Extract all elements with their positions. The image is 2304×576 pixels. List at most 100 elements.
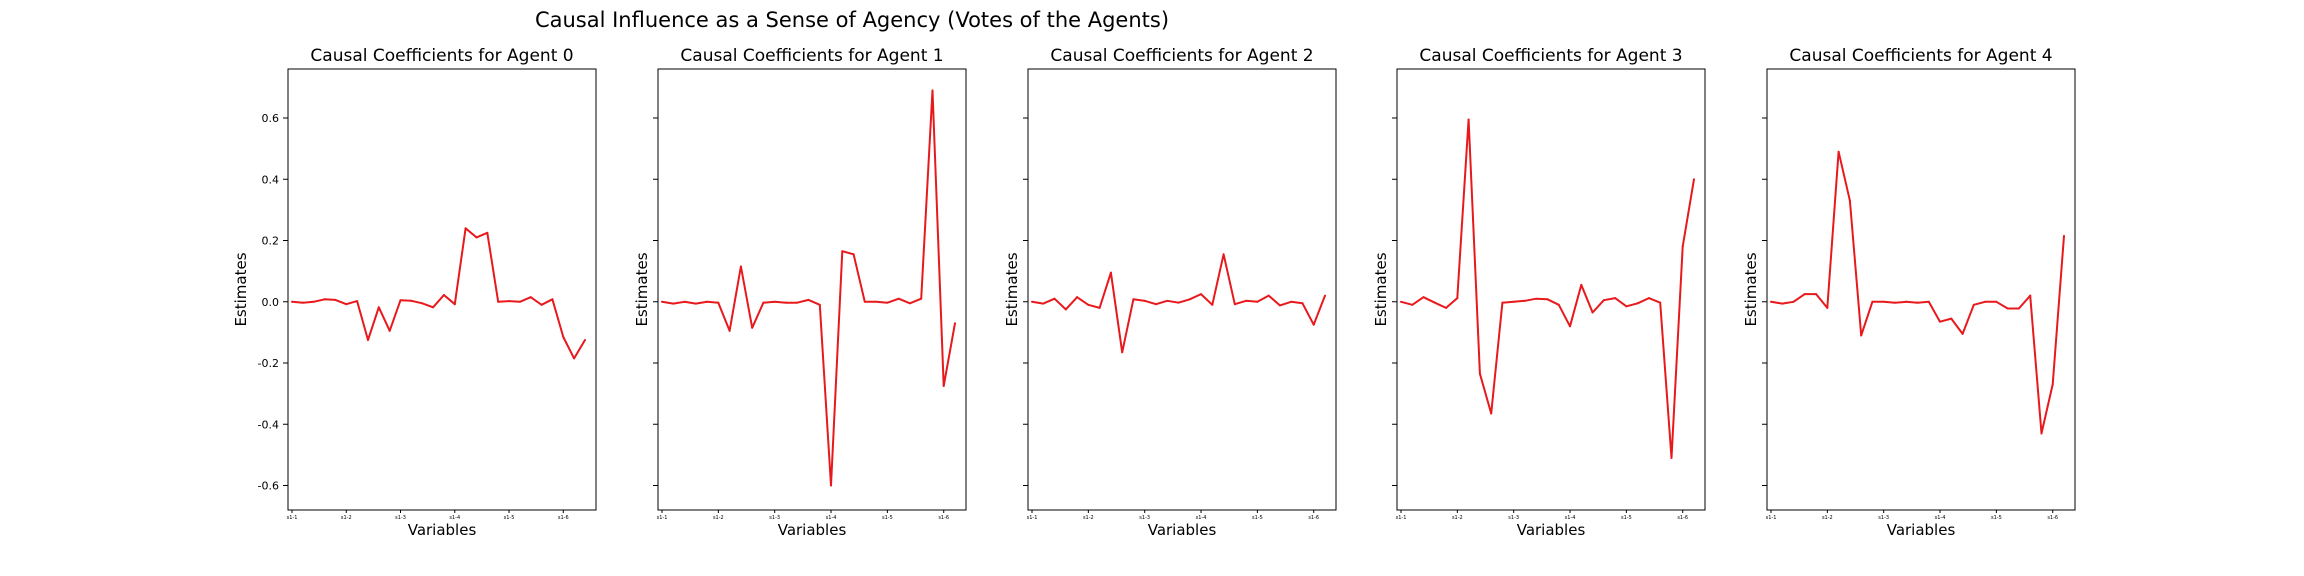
data-point [301, 301, 304, 304]
data-point [1781, 302, 1784, 305]
data-point [886, 301, 889, 304]
data-point [1602, 299, 1605, 302]
chart-panel-agent-2: Causal Coefficients for Agent 2 s1-1 s1-2 s… [1003, 46, 1337, 539]
y-tick-label: -0.4 [258, 418, 279, 431]
x-tick-label: s1-3 [395, 515, 406, 521]
data-point [717, 301, 720, 304]
data-point [830, 484, 833, 487]
data-point [841, 250, 844, 253]
data-point [1166, 299, 1169, 302]
data-point [694, 302, 697, 305]
data-point [706, 300, 709, 303]
data-point [1478, 372, 1481, 375]
x-tick-label: s1-3 [1508, 515, 1519, 521]
x-tick-label: s1-1 [657, 515, 668, 521]
x-tick-label: s1-2 [341, 515, 352, 521]
data-point [1569, 325, 1572, 328]
data-point [773, 300, 776, 303]
x-tick-label: s1-4 [1196, 515, 1207, 521]
data-point [1200, 293, 1203, 296]
x-tick-label: s1-5 [1621, 515, 1632, 521]
data-point [1211, 303, 1214, 306]
data-point [1490, 412, 1493, 415]
y-axis-label: Estimates [633, 252, 651, 326]
data-point [1893, 301, 1896, 304]
data-point [377, 306, 380, 309]
data-point [1647, 297, 1650, 300]
data-point [807, 298, 810, 301]
data-point [1512, 300, 1515, 303]
data-point [464, 227, 467, 230]
x-tick-label: s1-2 [1822, 515, 1833, 521]
x-tick-label: s1-1 [1027, 515, 1038, 521]
data-point [366, 339, 369, 342]
x-tick-label: s1-4 [1565, 515, 1576, 521]
data-point [1087, 303, 1090, 306]
data-point [1591, 311, 1594, 314]
data-point [1433, 301, 1436, 304]
data-point [954, 322, 956, 325]
data-point [762, 301, 765, 304]
data-point [1053, 297, 1056, 300]
data-point [518, 300, 521, 303]
y-tick-label: 0.0 [262, 296, 280, 309]
data-point [1501, 301, 1504, 304]
x-tick-label: s1-5 [882, 515, 893, 521]
data-point [1803, 293, 1806, 296]
data-point [661, 300, 663, 303]
data-point [1557, 303, 1560, 306]
data-point [1233, 303, 1236, 306]
data-point [875, 300, 878, 303]
data-point [1837, 150, 1840, 153]
panel-title: Causal Coefficients for Agent 2 [1050, 46, 1313, 66]
data-point [931, 89, 934, 92]
data-point [334, 298, 337, 301]
data-point [1625, 305, 1628, 308]
chart-panel-agent-1: Causal Coefficients for Agent 1 s1-1 s1-2 s… [633, 46, 967, 539]
data-point [497, 300, 500, 303]
data-point [1278, 304, 1281, 307]
x-axis-label: Variables [1148, 521, 1217, 539]
y-axis-label: Estimates [1003, 252, 1021, 326]
data-point [1523, 299, 1526, 302]
plot-frame [1396, 68, 1706, 511]
data-point [1076, 296, 1079, 299]
data-point [1256, 300, 1259, 303]
data-point [920, 297, 923, 300]
plot-frame [1766, 68, 2076, 511]
data-point [1324, 294, 1326, 297]
data-point [551, 298, 554, 301]
data-point [1905, 300, 1908, 303]
data-point [1984, 300, 1987, 303]
data-point [863, 300, 866, 303]
data-point [1245, 299, 1248, 302]
data-point [1972, 303, 1975, 306]
x-tick-label: s1-2 [1083, 515, 1094, 521]
data-point [1614, 297, 1617, 300]
data-point [784, 301, 787, 304]
data-point [356, 300, 359, 303]
x-axis-label: Variables [1517, 521, 1586, 539]
chart-panel-agent-0: Causal Coefficients for Agent 0 -0.6 -0.4 -… [232, 46, 597, 539]
data-point [2017, 307, 2020, 310]
data-point [1636, 302, 1639, 305]
data-point [388, 329, 391, 332]
series-line-agent-1 [661, 89, 956, 487]
data-point [1681, 245, 1684, 248]
data-point [2006, 307, 2009, 310]
data-point [683, 300, 686, 303]
data-point [453, 303, 456, 306]
x-tick-label: s1-4 [1935, 515, 1946, 521]
data-point [1871, 300, 1874, 303]
data-point [1132, 298, 1135, 301]
data-point [1143, 299, 1146, 302]
data-point [751, 326, 754, 329]
data-point [1267, 294, 1270, 297]
data-point [573, 357, 576, 360]
data-point [739, 265, 742, 268]
data-point [1154, 303, 1157, 306]
x-tick-label: s1-3 [1878, 515, 1889, 521]
data-point [1546, 298, 1549, 301]
data-point [1422, 296, 1425, 299]
data-point [1042, 302, 1045, 305]
